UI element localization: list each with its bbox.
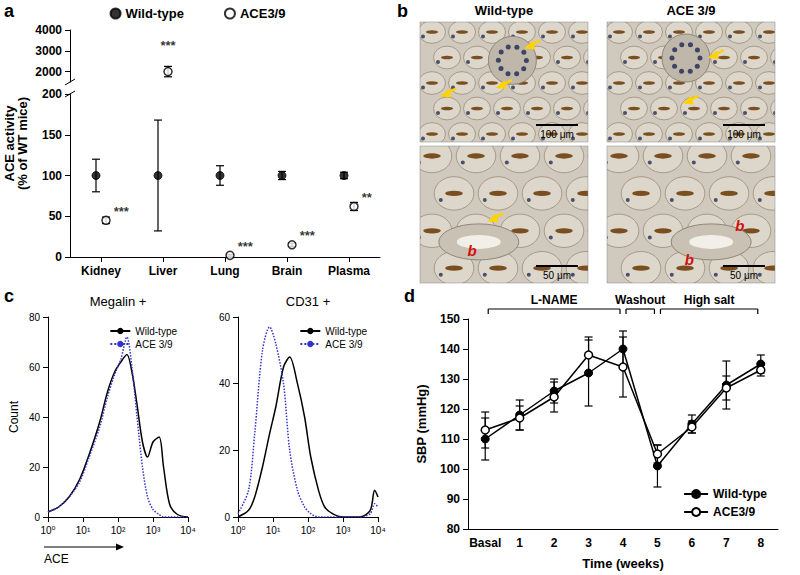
svg-text:ACE: ACE bbox=[44, 552, 69, 566]
svg-text:Lung: Lung bbox=[210, 264, 239, 278]
svg-text:c: c bbox=[4, 286, 14, 306]
svg-text:10²: 10² bbox=[301, 525, 316, 536]
svg-text:4000: 4000 bbox=[35, 23, 62, 37]
svg-text:Wild-type: Wild-type bbox=[325, 326, 367, 337]
svg-text:Time (weeks): Time (weeks) bbox=[582, 556, 663, 571]
svg-text:100: 100 bbox=[42, 169, 62, 183]
svg-text:40: 40 bbox=[219, 378, 231, 389]
svg-text:100 μm: 100 μm bbox=[540, 129, 574, 140]
svg-text:4: 4 bbox=[620, 536, 627, 550]
svg-text:High salt: High salt bbox=[684, 293, 735, 307]
svg-text:2: 2 bbox=[551, 536, 558, 550]
svg-text:Liver: Liver bbox=[149, 264, 178, 278]
svg-text:10³: 10³ bbox=[336, 525, 351, 536]
svg-text:10⁴: 10⁴ bbox=[180, 525, 195, 536]
svg-text:***: *** bbox=[160, 38, 176, 53]
svg-text:Wild-type: Wild-type bbox=[135, 326, 177, 337]
svg-text:b: b bbox=[397, 1, 408, 21]
svg-text:0: 0 bbox=[34, 512, 40, 523]
svg-text:***: *** bbox=[238, 239, 254, 254]
svg-text:(% of WT mice): (% of WT mice) bbox=[15, 97, 30, 190]
svg-text:20: 20 bbox=[29, 462, 41, 473]
svg-text:10¹: 10¹ bbox=[76, 525, 91, 536]
svg-text:ACE activity: ACE activity bbox=[2, 105, 17, 182]
svg-text:100: 100 bbox=[440, 462, 460, 476]
svg-text:10⁰: 10⁰ bbox=[230, 525, 245, 536]
svg-text:10³: 10³ bbox=[146, 525, 161, 536]
svg-text:10¹: 10¹ bbox=[266, 525, 281, 536]
svg-text:ACE 3/9: ACE 3/9 bbox=[666, 3, 715, 18]
svg-text:80: 80 bbox=[447, 522, 461, 536]
svg-text:8: 8 bbox=[757, 536, 764, 550]
svg-text:SBP (mmHg): SBP (mmHg) bbox=[414, 384, 429, 463]
svg-text:100 μm: 100 μm bbox=[727, 129, 761, 140]
svg-text:b: b bbox=[467, 242, 476, 259]
svg-text:10²: 10² bbox=[111, 525, 126, 536]
svg-text:150: 150 bbox=[440, 312, 460, 326]
svg-text:Wild-type: Wild-type bbox=[126, 6, 184, 21]
svg-text:Kidney: Kidney bbox=[81, 264, 121, 278]
svg-text:b: b bbox=[685, 251, 694, 268]
svg-text:L-NAME: L-NAME bbox=[531, 293, 578, 307]
svg-text:80: 80 bbox=[29, 312, 41, 323]
svg-text:10⁴: 10⁴ bbox=[370, 525, 385, 536]
svg-text:130: 130 bbox=[440, 372, 460, 386]
svg-text:0: 0 bbox=[55, 250, 62, 264]
svg-text:40: 40 bbox=[29, 412, 41, 423]
svg-text:7: 7 bbox=[723, 536, 730, 550]
svg-text:3: 3 bbox=[585, 536, 592, 550]
svg-text:CD31 +: CD31 + bbox=[286, 294, 330, 309]
svg-text:Washout: Washout bbox=[615, 293, 665, 307]
svg-text:50: 50 bbox=[49, 209, 63, 223]
svg-text:ACE 3/9: ACE 3/9 bbox=[325, 339, 363, 350]
svg-text:ACE3/9: ACE3/9 bbox=[713, 505, 755, 519]
svg-text:***: *** bbox=[114, 204, 130, 219]
svg-text:150: 150 bbox=[42, 128, 62, 142]
svg-text:**: ** bbox=[362, 190, 373, 205]
svg-text:ACE3/9: ACE3/9 bbox=[240, 6, 286, 21]
svg-text:Megalin +: Megalin + bbox=[90, 294, 147, 309]
svg-text:120: 120 bbox=[440, 402, 460, 416]
svg-text:10⁰: 10⁰ bbox=[40, 525, 55, 536]
svg-text:Basal: Basal bbox=[469, 536, 501, 550]
svg-text:Wild-type: Wild-type bbox=[713, 487, 767, 501]
svg-text:Count: Count bbox=[7, 400, 21, 433]
svg-text:50 μm: 50 μm bbox=[730, 270, 758, 281]
svg-text:50 μm: 50 μm bbox=[543, 270, 571, 281]
svg-text:90: 90 bbox=[447, 492, 461, 506]
svg-text:***: *** bbox=[300, 228, 316, 243]
svg-text:110: 110 bbox=[441, 432, 461, 446]
svg-text:2000: 2000 bbox=[35, 65, 62, 79]
svg-text:20: 20 bbox=[219, 445, 231, 456]
svg-text:a: a bbox=[4, 1, 15, 21]
svg-text:140: 140 bbox=[440, 342, 460, 356]
svg-text:d: d bbox=[404, 286, 415, 306]
svg-text:ACE 3/9: ACE 3/9 bbox=[135, 339, 173, 350]
svg-text:b: b bbox=[735, 217, 744, 234]
svg-text:6: 6 bbox=[689, 536, 696, 550]
svg-text:200: 200 bbox=[42, 87, 62, 101]
svg-text:60: 60 bbox=[219, 312, 231, 323]
svg-text:Wild-type: Wild-type bbox=[475, 3, 533, 18]
svg-text:1: 1 bbox=[516, 536, 523, 550]
svg-text:5: 5 bbox=[654, 536, 661, 550]
svg-text:0: 0 bbox=[224, 512, 230, 523]
svg-text:60: 60 bbox=[29, 362, 41, 373]
svg-text:Plasma: Plasma bbox=[328, 264, 370, 278]
svg-text:Brain: Brain bbox=[272, 264, 303, 278]
svg-text:3000: 3000 bbox=[35, 44, 62, 58]
